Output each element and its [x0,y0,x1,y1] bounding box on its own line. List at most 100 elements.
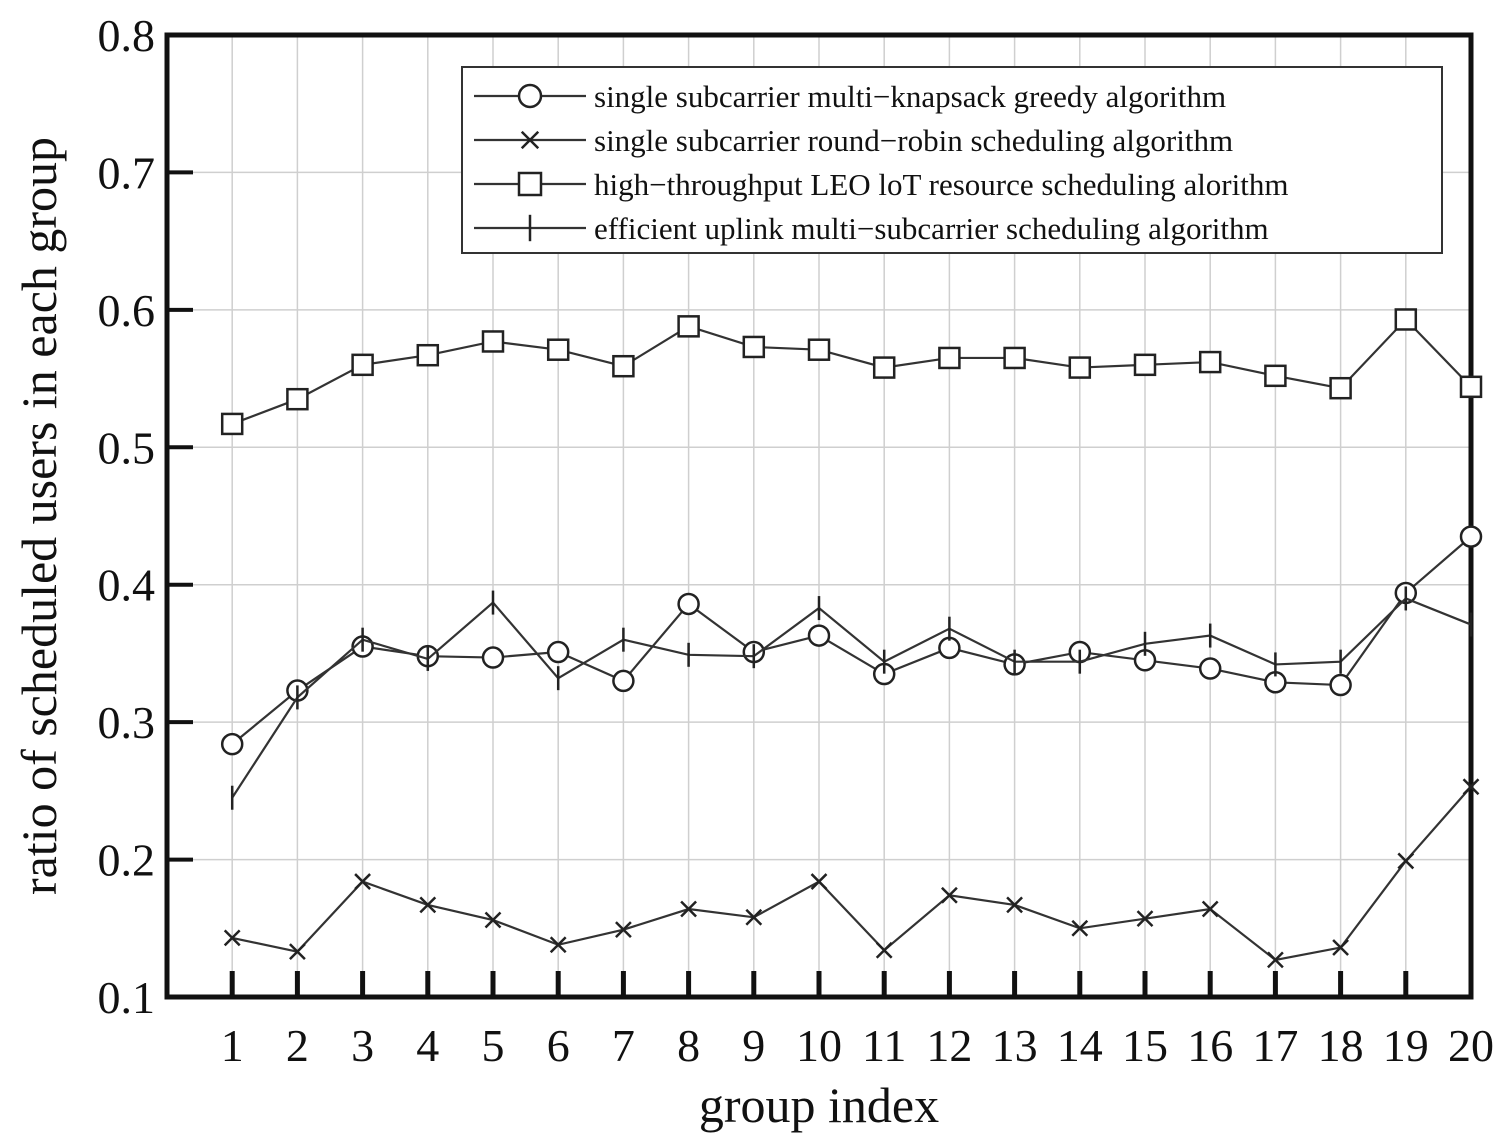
legend-label: high−throughput LEO loT resource schedul… [594,167,1288,202]
data-point [875,941,893,959]
x-tick-label: 2 [286,1020,309,1071]
x-tick-label: 11 [862,1020,906,1071]
y-tick-label: 0.6 [98,285,156,336]
series-4 [230,586,1473,810]
data-point [745,908,763,926]
data-point [419,896,437,914]
y-tick-label: 0.4 [98,560,156,611]
data-point [546,338,570,361]
data-point [1003,346,1026,370]
data-point [1136,910,1154,928]
x-tick-label: 8 [677,1020,700,1071]
series-line [231,597,1472,799]
data-point [941,886,958,904]
data-point [354,873,371,890]
series-2 [223,778,1480,969]
y-tick-label: 0.3 [98,697,156,748]
data-point [615,921,632,939]
data-point [807,338,831,361]
data-point [1459,525,1483,548]
x-tick-label: 12 [926,1020,972,1071]
data-point [810,873,828,890]
x-ticks: 1 2 3 4 5 6 7 8 9 10 11 12 13 14 15 16 17 18 19 20 [221,971,1494,1071]
data-point [546,640,570,664]
x-tick-label: 5 [482,1020,505,1071]
series-3 [220,308,1483,436]
y-ticks: 0.1 0.2 0.3 0.4 0.5 0.6 0.7 0.8 [98,10,193,1023]
data-point [416,343,440,367]
x-tick-label: 18 [1318,1020,1364,1071]
legend-marker [520,130,540,150]
y-axis-label: ratio of scheduled users in each group [11,137,67,895]
data-point [677,315,700,338]
data-point [481,330,505,353]
x-tick-label: 4 [416,1020,439,1071]
legend: single subcarrier multi−knapsack greedy … [461,66,1443,254]
x-tick-label: 14 [1057,1020,1103,1071]
y-tick-label: 0.1 [98,972,156,1023]
data-point [938,636,961,660]
data-point [1267,951,1284,969]
data-point [1198,657,1222,680]
series-1 [220,525,1483,756]
data-point [1332,939,1349,956]
series-line [231,786,1472,962]
legend-marker [517,83,543,109]
y-tick-label: 0.7 [98,147,156,198]
series-line [231,535,1472,745]
data-point [1264,364,1287,388]
data-point [612,669,635,693]
data-point [1329,376,1352,400]
legend-marker [517,171,543,197]
data-point [1459,375,1483,399]
data-point [289,943,306,961]
data-point [1071,919,1089,937]
data-point [1329,673,1352,697]
data-point [481,646,505,669]
x-tick-label: 6 [547,1020,570,1071]
x-axis-label: group index [699,1077,939,1133]
legend-label: single subcarrier multi−knapsack greedy … [594,79,1226,114]
x-tick-label: 13 [992,1020,1038,1071]
y-tick-label: 0.5 [98,422,156,473]
data-point [1006,896,1023,914]
data-point [677,592,700,616]
x-tick-label: 7 [612,1020,635,1071]
data-point [1133,353,1157,377]
legend-label: single subcarrier round−robin scheduling… [594,123,1233,158]
x-tick-label: 16 [1187,1020,1233,1071]
data-point [680,900,697,918]
x-tick-label: 9 [742,1020,765,1071]
y-tick-label: 0.8 [98,10,156,61]
x-tick-label: 3 [351,1020,374,1071]
data-point [938,346,961,370]
data-point [1201,900,1219,918]
x-tick-label: 15 [1122,1020,1168,1071]
data-point [807,624,831,647]
data-point [286,387,309,411]
x-tick-label: 20 [1448,1020,1494,1071]
data-point [1394,308,1418,331]
data-point [351,353,374,377]
series-group [220,308,1483,969]
data-point [484,911,502,929]
data-point [1068,356,1092,379]
legend-box [461,66,1443,254]
x-tick-label: 10 [796,1020,842,1071]
data-point [220,412,244,436]
y-tick-label: 0.2 [98,835,156,886]
data-point [220,732,244,756]
x-tick-label: 1 [221,1020,244,1071]
data-point [549,936,567,954]
x-tick-label: 19 [1383,1020,1429,1071]
data-point [872,356,896,379]
data-point [1462,778,1480,796]
data-point [223,929,241,947]
data-point [1198,350,1222,374]
data-point [612,354,635,378]
legend-label: efficient uplink multi−subcarrier schedu… [594,211,1269,246]
data-point [742,335,766,359]
data-point [1397,852,1415,870]
x-tick-label: 17 [1252,1020,1298,1071]
